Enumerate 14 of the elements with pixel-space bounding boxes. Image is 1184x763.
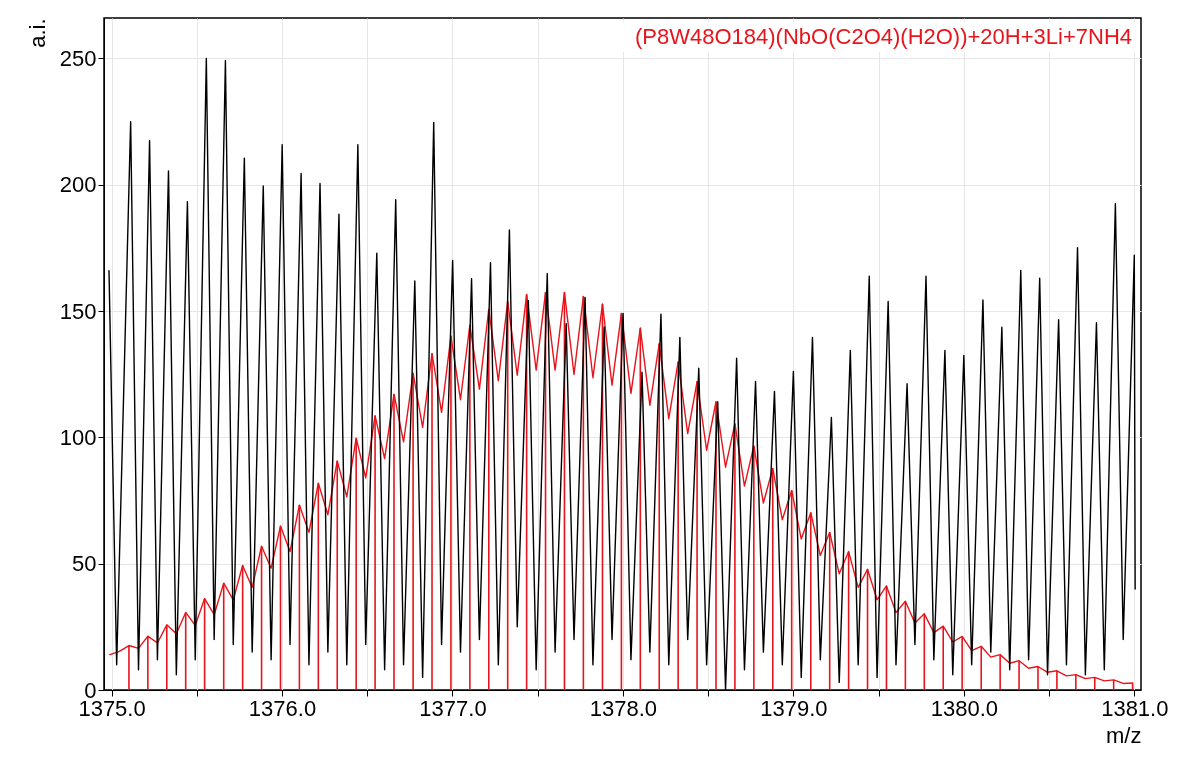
y-tick-label: 150 <box>59 298 97 324</box>
x-tick-label: 1378.0 <box>589 695 658 721</box>
x-tick-label: 1379.0 <box>760 695 828 721</box>
x-tick-label: 1381.0 <box>1101 695 1169 721</box>
x-tick-label: 1377.0 <box>419 695 487 721</box>
y-tick-label: 250 <box>59 45 97 71</box>
x-axis-title: m/z <box>1106 722 1142 748</box>
y-axis-title: a.i. <box>24 18 50 48</box>
x-tick-label: 1376.0 <box>248 695 317 721</box>
y-tick-label: 50 <box>72 551 97 577</box>
x-tick-label: 1380.0 <box>930 695 998 721</box>
y-tick-label: 100 <box>59 424 97 450</box>
text: (P8W48O184)(NbO(C2O4)(H2O))+20H+3Li+7NH4 <box>635 24 1133 49</box>
y-tick-label: 200 <box>59 172 97 198</box>
